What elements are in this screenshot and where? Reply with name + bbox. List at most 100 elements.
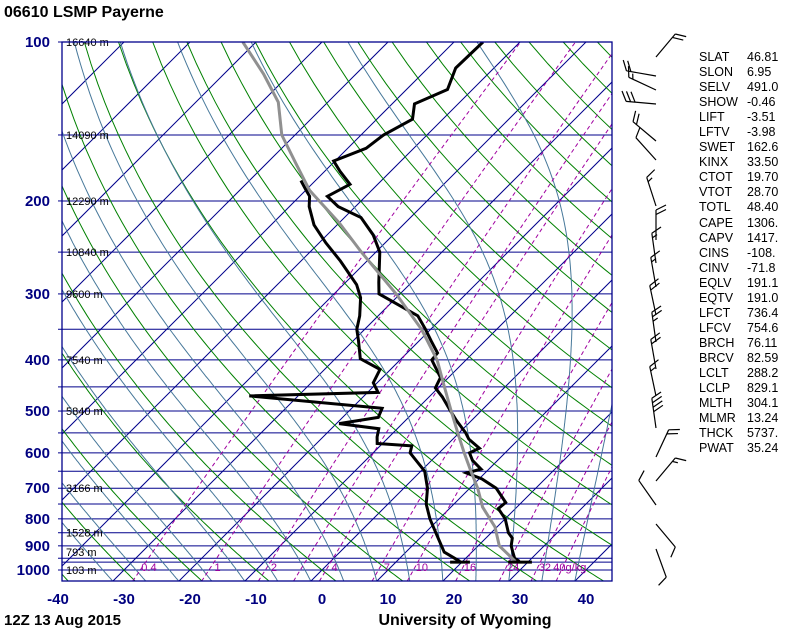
stat-row-selv: SELV 491.0 (699, 80, 778, 95)
temperature-axis-labels: -40 -30 -20 -10 0 10 20 30 40 (47, 591, 594, 608)
temp-tick-20: 20 (446, 591, 463, 608)
stat-row-brcv: BRCV 82.59 (699, 351, 778, 366)
height-label-150: 14090 m (66, 130, 109, 142)
mixing-ratio-label-10: 10 (416, 562, 428, 574)
stat-label: CAPV (699, 230, 734, 245)
pressure-grid (62, 42, 612, 581)
stat-value: 28.70 (747, 185, 779, 200)
stat-row-ctot: CTOT 19.70 (699, 170, 778, 185)
stat-row-slon: SLON 6.95 (699, 65, 778, 80)
mixing-ratio-label-7: 7 (384, 562, 390, 574)
mixing-ratio-label-40: 40g/kg (553, 562, 586, 574)
height-label-200: 12290 m (66, 196, 109, 208)
temperature-trace (324, 42, 521, 563)
stat-row-show: SHOW -0.46 (699, 95, 778, 110)
stat-value: 13.24 (747, 411, 779, 426)
stat-label: SELV (699, 80, 731, 95)
temp-tick--30: -30 (113, 591, 135, 608)
stat-row-lclp: LCLP 829.1 (699, 381, 778, 396)
height-label-400: 7540 m (66, 355, 103, 367)
pressure-tick-600: 600 (25, 445, 50, 462)
height-label-1000: 103 m (66, 565, 97, 577)
wind-barb (651, 226, 662, 264)
stat-value: 1417. (747, 230, 779, 245)
stat-row-eqtv: EQTV 191.0 (699, 291, 778, 306)
stat-value: 191.0 (747, 290, 779, 305)
stat-label: TOTL (699, 200, 731, 215)
parcel-trace (241, 42, 517, 563)
wind-barb (651, 305, 662, 343)
stat-row-kinx: KINX 33.50 (699, 155, 778, 170)
wind-barb (638, 470, 657, 506)
pressure-ticks (58, 41, 62, 571)
wind-barb (632, 110, 657, 142)
stat-row-mlmr: MLMR 13.24 (699, 411, 778, 426)
stat-label: LFCT (699, 305, 731, 320)
stat-value: 76.11 (747, 335, 778, 350)
pressure-tick-400: 400 (25, 352, 50, 369)
height-label-500: 5840 m (66, 406, 103, 418)
stat-value: 304.1 (747, 396, 779, 411)
stat-label: EQTV (699, 290, 734, 305)
stat-label: MLTH (699, 396, 733, 411)
page-title: 06610 LSMP Payerne (4, 4, 164, 21)
temp-tick--10: -10 (245, 591, 267, 608)
mixing-ratio-label-16: 16 (464, 562, 476, 574)
stat-label: CINS (699, 245, 729, 260)
stat-row-thck: THCK 5737. (699, 426, 778, 441)
wind-barb (635, 127, 657, 161)
stat-value: -3.98 (747, 125, 776, 140)
wind-barbs (621, 33, 687, 586)
stats-panel: SLAT 46.81 SLON 6.95 SELV 491.0 SHOW -0.46 LIFT -… (699, 50, 778, 456)
height-label-250: 10840 m (66, 247, 109, 259)
temp-tick-40: 40 (578, 591, 595, 608)
height-label-850: 1528 m (66, 528, 103, 540)
stat-row-capv: CAPV 1417. (699, 231, 778, 246)
source-credit: University of Wyoming (378, 612, 552, 629)
stat-value: 19.70 (747, 170, 779, 185)
pressure-tick-500: 500 (25, 403, 50, 420)
stat-row-swet: SWET 162.6 (699, 140, 778, 155)
wind-barb (646, 169, 657, 207)
wind-barb (655, 548, 667, 586)
stat-label: MLMR (699, 411, 736, 426)
stat-label: BRCV (699, 350, 734, 365)
plot-frame (61, 41, 613, 582)
stat-label: LFTV (699, 125, 730, 140)
stat-value: 191.1 (747, 275, 779, 290)
stat-value: -0.46 (747, 95, 776, 110)
isotherm-grid (62, 42, 612, 581)
stat-label: BRCH (699, 335, 735, 350)
mixing-ratio-labels: 0.4 1 2 4 7 10 16 24 32 40g/kg (141, 562, 586, 574)
stat-row-pwat: PWAT 35.24 (699, 441, 778, 456)
stat-label: CAPE (699, 215, 734, 230)
stat-label: PWAT (699, 441, 734, 456)
wind-barb (621, 90, 657, 105)
mixing-ratio-label-2: 2 (271, 562, 277, 574)
stat-value: 48.40 (747, 200, 779, 215)
wind-barb (655, 428, 680, 458)
dewpoint-trace (249, 179, 461, 563)
stat-label: SLON (699, 65, 734, 80)
wind-barb (655, 204, 667, 240)
stat-value: 33.50 (747, 155, 779, 170)
height-label-300: 9600 m (66, 289, 103, 301)
stat-label: CTOT (699, 170, 733, 185)
sounding-datetime: 12Z 13 Aug 2015 (4, 612, 122, 629)
stat-label: EQLV (699, 275, 732, 290)
stat-row-lftv: LFTV -3.98 (699, 125, 778, 140)
stat-row-lift: LIFT -3.51 (699, 110, 778, 125)
height-label-100: 16640 m (66, 37, 109, 49)
stat-row-cins: CINS -108. (699, 246, 778, 261)
dry-adiabats (62, 42, 612, 581)
stat-label: LIFT (699, 110, 725, 125)
wind-barb (622, 59, 657, 77)
height-label-925: 793 m (66, 547, 97, 559)
pressure-tick-300: 300 (25, 286, 50, 303)
stat-value: 5737. (747, 426, 779, 441)
mixing-ratio-label-0.4: 0.4 (141, 562, 156, 574)
pressure-tick-800: 800 (25, 511, 50, 528)
stat-row-mlth: MLTH 304.1 (699, 396, 778, 411)
